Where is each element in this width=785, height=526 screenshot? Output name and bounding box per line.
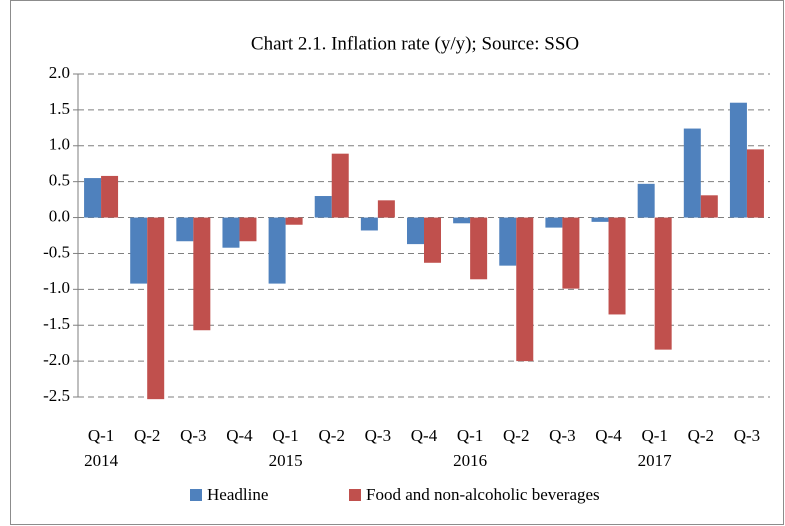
bar xyxy=(637,183,655,218)
bar xyxy=(499,217,517,266)
y-tick-label: 1.5 xyxy=(49,99,70,118)
bar xyxy=(101,175,119,218)
x-group-label: 2014 xyxy=(84,451,119,470)
bar xyxy=(285,217,303,225)
y-tick-label: -0.5 xyxy=(43,242,70,261)
bar xyxy=(130,217,148,284)
bar xyxy=(729,102,747,218)
bar xyxy=(608,217,626,315)
y-tick-label: -1.5 xyxy=(43,314,70,333)
bar xyxy=(268,217,286,284)
x-tick-label: Q-1 xyxy=(88,426,114,445)
x-group-label: 2017 xyxy=(638,451,673,470)
legend-swatch xyxy=(349,489,361,501)
bar xyxy=(516,217,534,362)
bar xyxy=(331,153,349,218)
x-tick-label: Q-4 xyxy=(411,426,438,445)
bar xyxy=(654,217,672,350)
bar xyxy=(193,217,211,331)
bar xyxy=(470,217,488,280)
x-tick-label: Q-1 xyxy=(272,426,298,445)
legend-label: Headline xyxy=(207,485,268,504)
bar xyxy=(314,196,332,218)
bar xyxy=(176,217,194,242)
x-tick-label: Q-4 xyxy=(226,426,253,445)
x-tick-label: Q-3 xyxy=(180,426,206,445)
x-tick-label: Q-3 xyxy=(365,426,391,445)
bar xyxy=(424,217,441,263)
x-tick-label: Q-3 xyxy=(549,426,575,445)
bar xyxy=(222,217,240,248)
bar xyxy=(453,217,471,224)
bar xyxy=(700,195,718,218)
bar xyxy=(377,200,395,218)
y-tick-label: -2.0 xyxy=(43,350,70,369)
bar xyxy=(239,217,257,242)
bar xyxy=(360,217,378,231)
y-tick-label: -1.0 xyxy=(43,278,70,297)
x-tick-label: Q-1 xyxy=(641,426,667,445)
chart-title: Chart 2.1. Inflation rate (y/y); Source:… xyxy=(251,33,579,54)
bar xyxy=(407,217,424,245)
x-tick-label: Q-2 xyxy=(134,426,160,445)
y-tick-label: 1.0 xyxy=(49,135,70,154)
y-tick-label: -2.5 xyxy=(43,386,70,405)
bar xyxy=(147,217,165,400)
y-tick-label: 2.0 xyxy=(49,63,70,82)
bar xyxy=(591,217,609,222)
legend-label: Food and non-alcoholic beverages xyxy=(366,485,600,504)
x-tick-label: Q-2 xyxy=(503,426,529,445)
x-group-label: 2016 xyxy=(453,451,487,470)
y-tick-label: 0.0 xyxy=(49,206,70,225)
bar xyxy=(683,128,701,218)
bar xyxy=(562,217,580,289)
x-group-label: 2015 xyxy=(269,451,303,470)
x-tick-label: Q-3 xyxy=(734,426,760,445)
legend-swatch xyxy=(190,489,202,501)
y-tick-label: 0.5 xyxy=(49,171,70,190)
x-tick-label: Q-2 xyxy=(688,426,714,445)
bar xyxy=(84,178,102,218)
x-tick-label: Q-4 xyxy=(595,426,622,445)
x-tick-label: Q-2 xyxy=(319,426,345,445)
x-tick-label: Q-1 xyxy=(457,426,483,445)
bar xyxy=(545,217,563,228)
bar xyxy=(746,149,764,218)
